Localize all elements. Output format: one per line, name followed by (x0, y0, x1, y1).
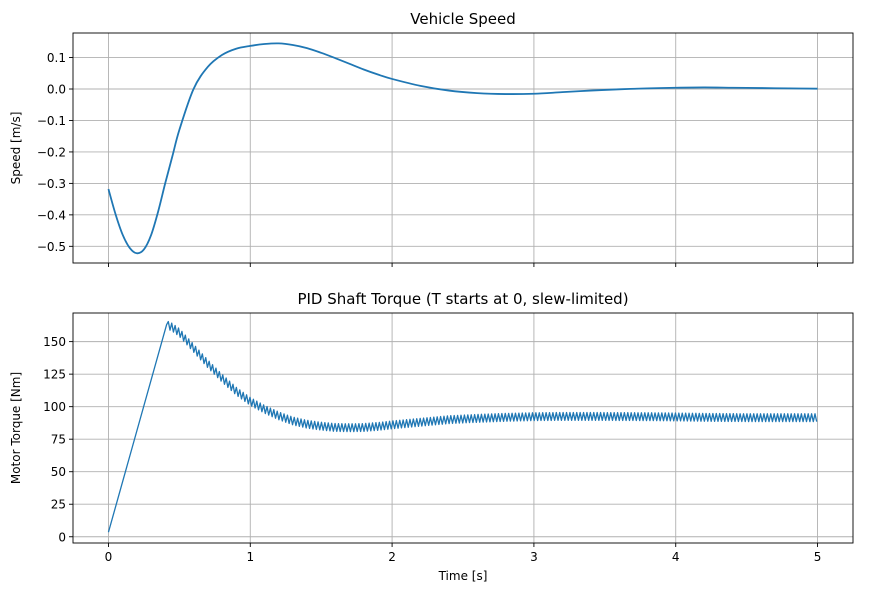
torque-y-tick-label: 100 (43, 400, 66, 414)
torque-y-tick-label: 125 (43, 368, 66, 382)
speed-series-line (107, 42, 818, 255)
torque-x-tick-label: 0 (105, 550, 113, 564)
speed-axes: −0.5 −0.4 −0.3 −0.2 −0.1 0.0 0.1 Vehicle Speed… (9, 10, 854, 267)
torque-y-tick-label: 25 (51, 498, 66, 512)
torque-y-tick-label: 0 (58, 530, 66, 544)
speed-chart-title: Vehicle Speed (410, 10, 515, 28)
speed-y-tick-label: −0.1 (37, 114, 66, 128)
speed-y-tick-label: −0.5 (37, 240, 66, 254)
speed-y-tick-label: −0.3 (37, 177, 66, 191)
speed-y-tick-label: 0.1 (47, 51, 66, 65)
torque-x-tick-label: 3 (530, 550, 538, 564)
torque-x-tick-label: 1 (246, 550, 254, 564)
torque-x-tick-label: 2 (388, 550, 396, 564)
torque-x-tick-label: 4 (672, 550, 680, 564)
speed-axes-frame (72, 32, 854, 264)
speed-y-axis-label: Speed [m/s] (9, 112, 23, 185)
speed-y-tick-label: −0.4 (37, 208, 66, 222)
torque-y-tick-label: 50 (51, 465, 66, 479)
torque-y-tick-label: 150 (43, 335, 66, 349)
torque-axes-frame (72, 312, 854, 544)
speed-y-tick-label: 0.0 (47, 83, 66, 97)
torque-x-tick-label: 5 (814, 550, 822, 564)
speed-y-tick-label: −0.2 (37, 145, 66, 159)
torque-chart-title: PID Shaft Torque (T starts at 0, slew-li… (297, 290, 628, 308)
torque-y-tick-label: 75 (51, 433, 66, 447)
torque-y-axis-label: Motor Torque [Nm] (9, 372, 23, 484)
torque-series-line (107, 320, 818, 533)
torque-x-axis-label: Time [s] (438, 569, 488, 583)
